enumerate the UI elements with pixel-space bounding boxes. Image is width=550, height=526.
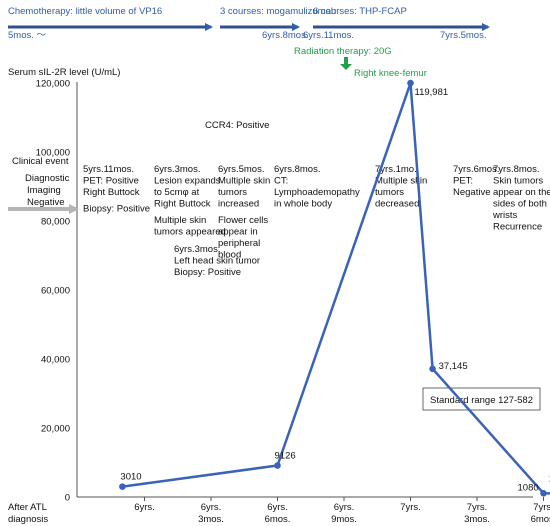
treatment-chemo-start: 5mos. 〜 — [8, 30, 47, 41]
y-tick-label: 80,000 — [41, 217, 70, 228]
x-tick-label: 6yrs. 9mos. — [331, 502, 357, 525]
data-point — [274, 462, 281, 469]
ccr4-annotation: CCR4: Positive — [205, 120, 269, 131]
x-tick-label: 6yrs. — [134, 502, 155, 513]
y-tick-label: 0 — [65, 493, 70, 504]
x-tick-label: 7yrs. — [400, 502, 421, 513]
data-point — [407, 79, 414, 87]
clinical-event-label: Clinical event — [12, 156, 69, 167]
data-point — [429, 365, 436, 373]
data-label: 3010 — [120, 472, 141, 483]
data-labels: 30109126119,98137,1451080101814202135300… — [120, 87, 550, 493]
data-point — [119, 483, 126, 490]
radiation-label: Radiation therapy: 20G — [294, 46, 392, 57]
treatment-moga-label: 3 courses: mogamulizumab — [220, 6, 336, 17]
radiation-site: Right knee-femur — [354, 68, 427, 79]
diagnostic-imaging-label: Diagnostic Imaging Negative — [25, 173, 70, 208]
data-label: 1080 — [518, 482, 539, 493]
treatment-thp-label: 6 courses: THP-FCAP — [313, 6, 407, 17]
y-axis-ticks: 0 20,000 40,000 60,000 80,000 100,000 120,000 — [36, 79, 70, 504]
clinical-event-8: 7yrs.8mos. Skin tumors appear on the sides … — [492, 164, 550, 233]
standard-range-text: Standard range 127-582 — [430, 395, 533, 406]
x-axis-ticks: 6yrs. 6yrs. 3mos. 6yrs. 6mos. 6yrs. 9mos. 7yrs.… — [134, 497, 550, 525]
treatment-moga-end: 6yrs.8mos. — [262, 30, 308, 41]
clinical-event-2: 6yrs.3mos. Lesion expands to 5cmφ at Right … — [154, 164, 226, 238]
x-tick-label: 7yrs.6mos. — [531, 502, 550, 525]
y-tick-label: 120,000 — [36, 79, 70, 90]
standard-range-box: Standard range 127-582 — [422, 387, 541, 411]
y-tick-label: 40,000 — [41, 355, 70, 366]
y-tick-label: 20,000 — [41, 424, 70, 435]
clinical-event-7: 7yrs.6mos. PET: Negative — [453, 164, 499, 198]
x-tick-label: 6yrs. 6mos. — [265, 502, 291, 525]
treatment-thp-start: 6yrs.11mos. — [303, 30, 354, 41]
data-label: 1018 — [549, 473, 550, 484]
series-line — [122, 82, 550, 495]
y-tick-label: 100,000 — [36, 148, 70, 159]
data-label: 37,145 — [439, 361, 468, 372]
clinical-event-1: 5yrs.11mos. PET: Positive Right Buttock Bio… — [83, 164, 150, 215]
x-axis-label: After ATL diagnosis — [8, 502, 48, 525]
x-tick-label: 6yrs. 3mos. — [198, 502, 224, 525]
clinical-event-6: 7yrs.1mo. Multiple skin tumors decreased — [375, 164, 427, 210]
x-tick-label: 7yrs. 3mos. — [464, 502, 490, 525]
treatment-timeline: Chemotherapy: little volume of VP16 5mos… — [8, 6, 490, 79]
clinical-event-4: 6yrs.5mos. Multiple skin tumors increased Fl… — [218, 164, 270, 261]
data-points — [119, 79, 547, 497]
treatment-thp-end: 7yrs.5mos. — [440, 30, 486, 41]
y-axis-label: Serum sIL-2R level (U/mL) — [8, 67, 120, 78]
data-label: 9126 — [275, 451, 296, 462]
clinical-events: 5yrs.11mos. PET: Positive Right Buttock Bio… — [83, 164, 550, 278]
clinical-event-5: 6yrs.8mos. CT: Lymphoademopathy in whole bo… — [274, 164, 360, 210]
radiation-arrow-icon — [340, 57, 352, 70]
treatment-chemo-label: Chemotherapy: little volume of VP16 — [8, 6, 162, 17]
clinical-event-3: 6yrs.3mos. Left head skin tumor Biopsy: Po… — [174, 244, 260, 278]
data-point — [540, 489, 547, 497]
data-label: 119,981 — [415, 87, 449, 98]
y-tick-label: 60,000 — [41, 286, 70, 297]
